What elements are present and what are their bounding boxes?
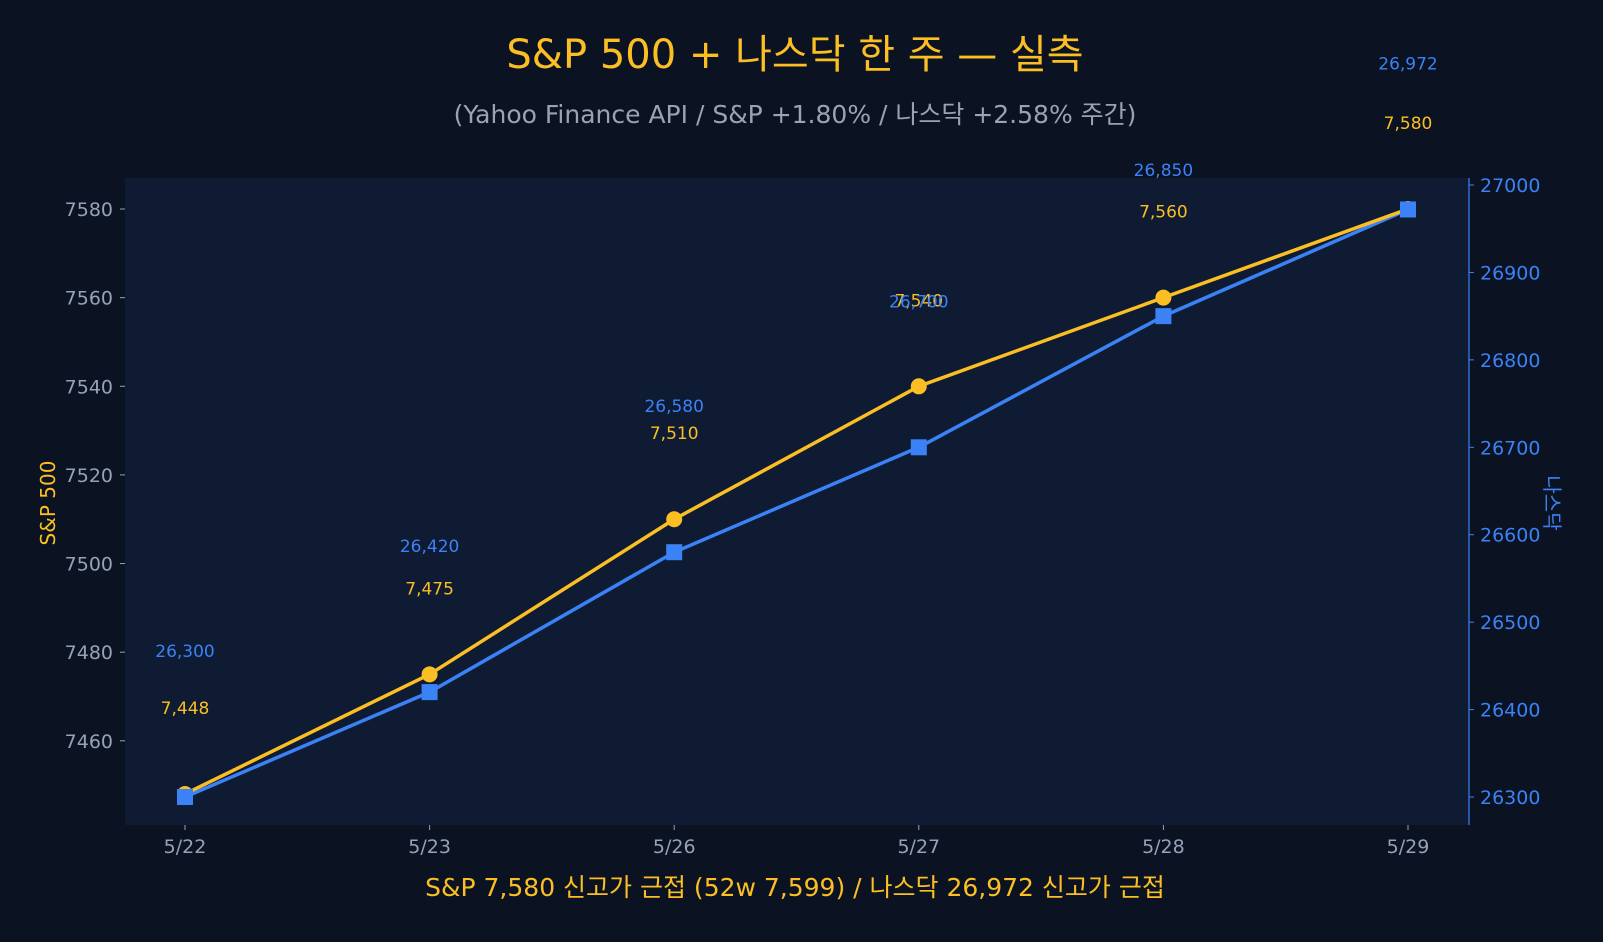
x-tick-label: 5/26 [653, 836, 696, 858]
y-tick-label-left: 7520 [65, 465, 113, 487]
x-tick-label: 5/29 [1387, 836, 1430, 858]
nasdaq-point [1155, 308, 1172, 325]
y-axis-label-right: 나스닥 [1540, 475, 1564, 530]
y-tick-label-left: 7480 [65, 642, 113, 664]
nasdaq-series-line [184, 207, 1409, 799]
plot-area [125, 178, 1469, 825]
sp500-data-label: 7,510 [650, 424, 699, 444]
y-tick-label-left: 7500 [65, 554, 113, 576]
sp500-data-label: 7,560 [1139, 203, 1188, 223]
chart-title: S&P 500 + 나스닥 한 주 — 실측 [506, 32, 1083, 78]
sp500-point [421, 666, 438, 683]
x-tick-label: 5/22 [164, 836, 207, 858]
y-axis-label-left: S&P 500 [36, 461, 60, 546]
y-tick-label-right: 26900 [1480, 262, 1540, 284]
nasdaq-data-label: 26,580 [644, 397, 703, 417]
nasdaq-point [666, 544, 683, 561]
y-tick-label-left: 7580 [65, 199, 113, 221]
y-tick-label-right: 26500 [1480, 612, 1540, 634]
chart-subtitle: (Yahoo Finance API / S&P +1.80% / 나스닥 +2… [454, 100, 1137, 129]
sp500-point [910, 378, 927, 395]
nasdaq-point [1400, 201, 1416, 218]
nasdaq-point [177, 789, 193, 806]
y-tick-label-left: 7560 [65, 288, 113, 310]
y-tick-label-right: 26700 [1480, 437, 1540, 459]
y-tick-label-right: 26300 [1480, 787, 1540, 809]
y-tick-label-right: 27000 [1480, 175, 1540, 197]
y-tick-label-right: 26600 [1480, 525, 1540, 547]
nasdaq-data-label: 26,420 [400, 537, 459, 557]
sp500-data-label: 7,475 [405, 579, 454, 599]
sp500-series-line [184, 207, 1409, 796]
sp500-data-label: 7,448 [161, 699, 210, 719]
sp500-data-label: 7,580 [1384, 114, 1433, 134]
x-tick-label: 5/23 [408, 836, 451, 858]
nasdaq-point [421, 684, 438, 701]
nasdaq-point [910, 439, 927, 456]
nasdaq-data-label: 26,700 [889, 292, 948, 312]
nasdaq-data-label: 26,850 [1134, 161, 1193, 181]
sp500-point [1155, 289, 1172, 306]
y-tick-label-right: 26400 [1480, 700, 1540, 722]
y-tick-label-left: 7460 [65, 731, 113, 753]
sp500-point [666, 511, 683, 528]
sp500-data-label: 7,540 [894, 291, 943, 311]
nasdaq-data-label: 26,972 [1378, 54, 1437, 74]
x-axis-label: S&P 7,580 신고가 근접 (52w 7,599) / 나스닥 26,97… [425, 873, 1165, 902]
x-tick-label: 5/28 [1142, 836, 1185, 858]
nasdaq-data-label: 26,300 [155, 642, 214, 662]
y-tick-label-left: 7540 [65, 376, 113, 398]
y-tick-label-right: 26800 [1480, 350, 1540, 372]
x-tick-label: 5/27 [897, 836, 940, 858]
